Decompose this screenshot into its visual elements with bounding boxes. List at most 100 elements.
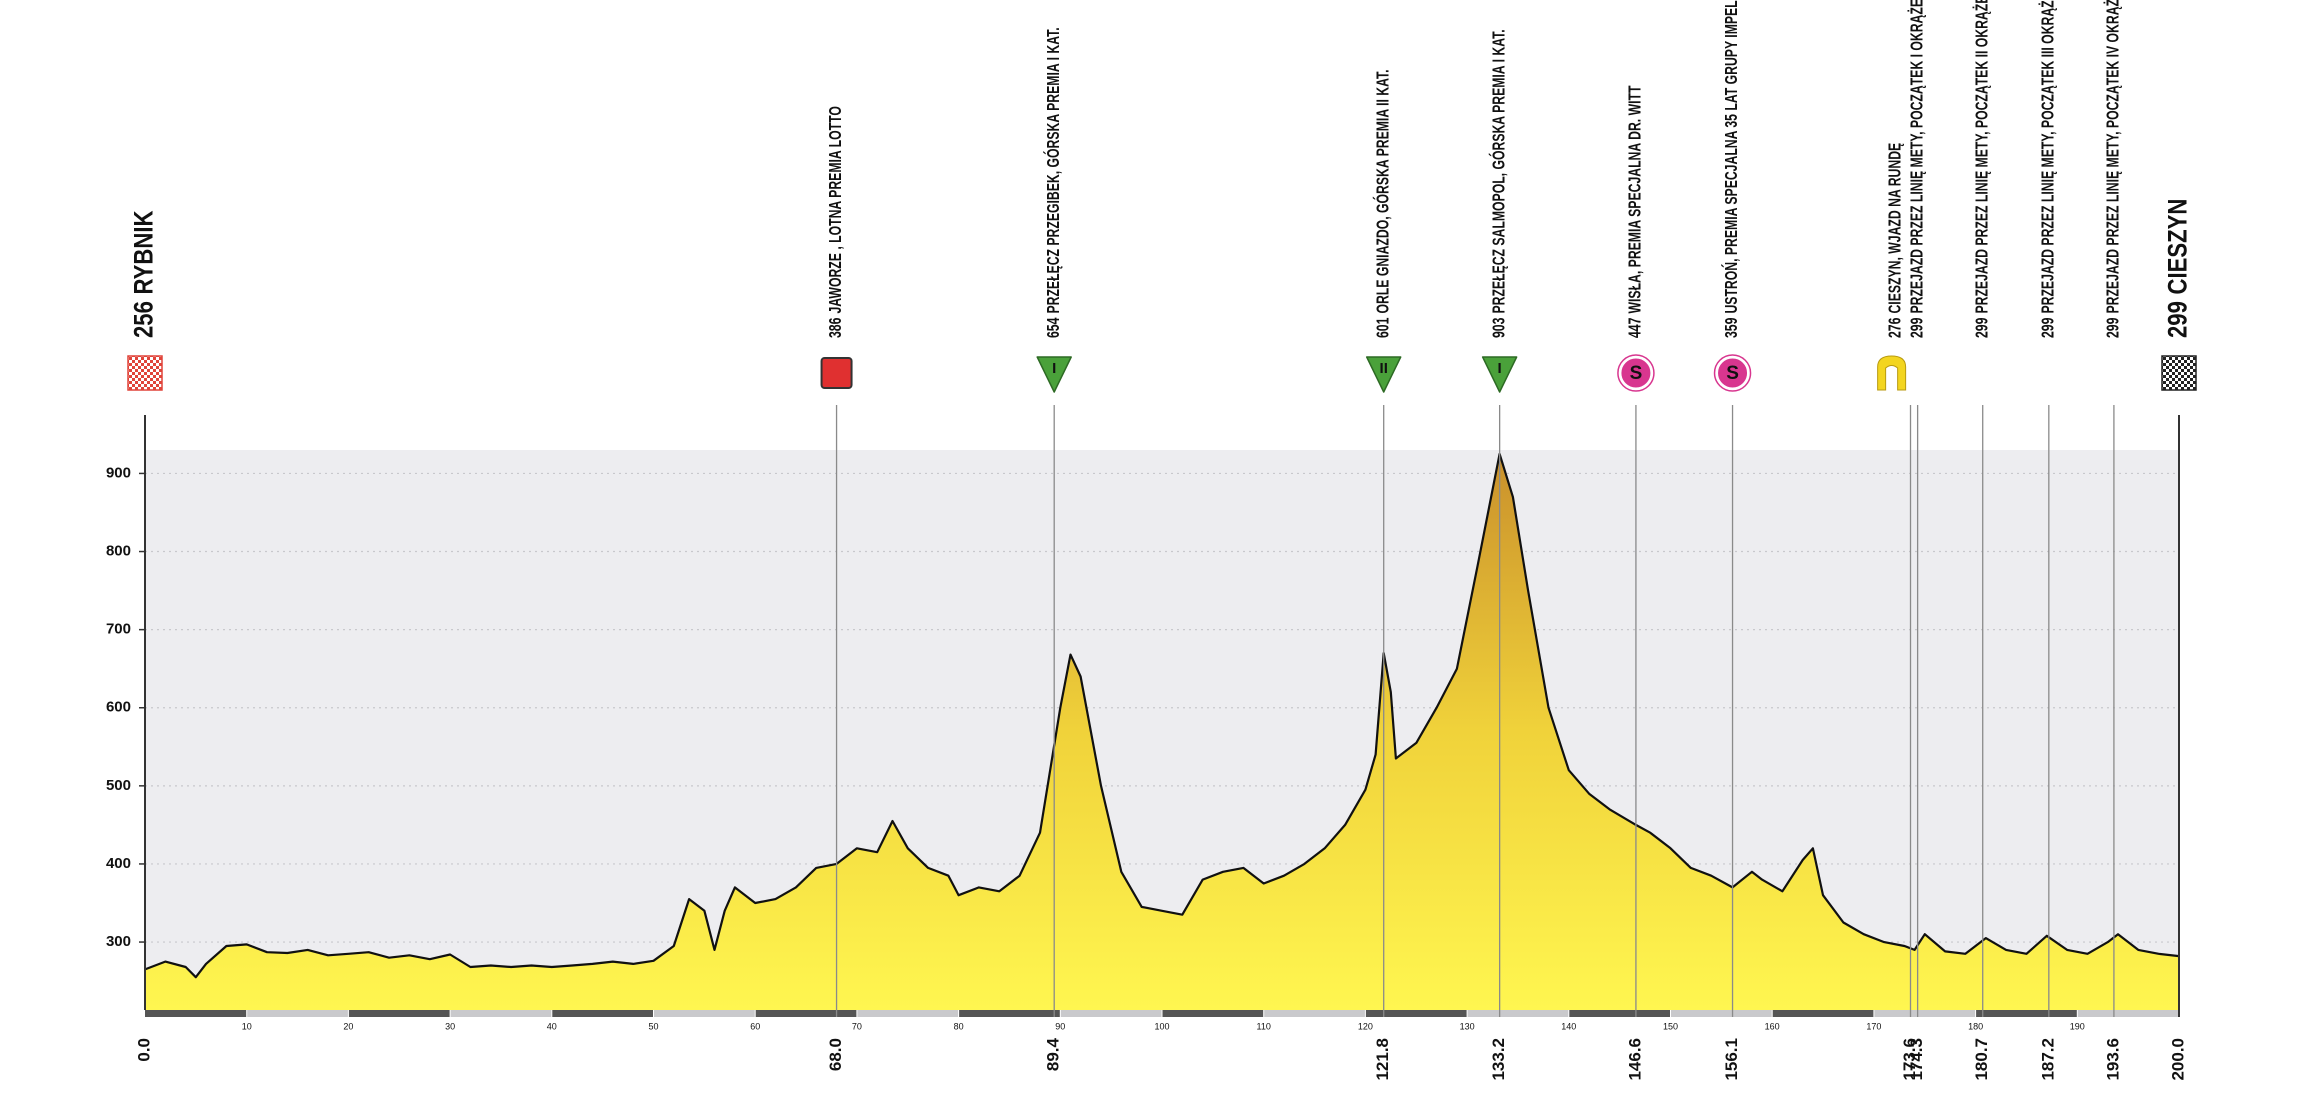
waypoint-name: PRZEŁĘCZ PRZEGIBEK, GÓRSKA PREMIA I KAT. [1043,27,1064,313]
icon-sprint [820,357,853,389]
waypoint-name: PRZEŁĘCZ SALMOPOL, GÓRSKA PREMIA I KAT. [1488,29,1509,313]
icon-climb [1481,356,1518,393]
waypoint-name: PRZEJAZD PRZEZ LINIĘ METY, POCZĄTEK I OK… [1907,0,1927,314]
waypoint-km: 180.7 [1972,1038,1991,1081]
x-tick-label: 180 [1968,1021,1983,1031]
elevation-line [144,452,2180,979]
icon-special [1618,355,1654,391]
y-tick-label: 900 [106,464,131,481]
x-tick-label: 160 [1765,1021,1780,1031]
waypoint-name: USTROŃ, PREMIA SPECJALNA 35 LAT GRUPY IM… [1722,0,1742,313]
waypoint-label: 256 RYBNIK [129,210,159,338]
waypoint-elevation: 256 [129,301,159,338]
x-tick-label: 80 [954,1021,964,1031]
km-bar [856,1010,959,1017]
waypoint-km: 133.2 [1489,1038,1508,1081]
km-bar [1568,1010,1671,1017]
waypoint-km: 89.4 [1044,1037,1063,1071]
km-bar [246,1010,349,1017]
km-bar [755,1010,857,1017]
y-tick-label: 600 [106,699,131,716]
icon-climb [1036,356,1072,393]
waypoint-elevation: 601 [1373,317,1393,338]
waypoint-label: 903 PRZEŁĘCZ SALMOPOL, GÓRSKA PREMIA I KA… [1488,29,1509,338]
waypoint-name: ORLE GNIAZDO, GÓRSKA PREMIA II KAT. [1372,69,1393,313]
waypoint-km: 121.8 [1373,1038,1392,1081]
y-tick-label: 500 [106,777,131,794]
waypoint-km: 173.6 [1900,1038,1919,1081]
waypoint-km: 200.0 [2168,1038,2187,1081]
x-tick-label: 20 [343,1021,353,1031]
km-bar [1162,1010,1264,1017]
y-tick-label: 300 [106,933,131,950]
km-bar [145,1010,247,1017]
waypoint-elevation: 299 [2163,301,2193,338]
waypoint-elevation: 299 [2038,318,2058,338]
waypoint-label: 299 PRZEJAZD PRZEZ LINIĘ METY, POCZĄTEK I… [1907,0,1927,338]
waypoint-label: 299 PRZEJAZD PRZEZ LINIĘ METY, POCZĄTEK I… [2038,0,2058,338]
waypoint-label: 386 JAWORZE , LOTNA PREMIA LOTTO [826,106,846,338]
waypoint-elevation: 299 [1972,318,1992,338]
waypoint-elevation: 299 [2103,318,2123,338]
icon-special [1715,355,1751,391]
x-tick-label: 30 [445,1021,455,1031]
x-tick-label: 170 [1866,1021,1881,1031]
waypoint-name: JAWORZE , LOTNA PREMIA LOTTO [826,106,846,313]
waypoint-name: RYBNIK [129,210,159,294]
waypoint-name: PRZEJAZD PRZEZ LINIĘ METY, POCZĄTEK IV O… [2103,0,2123,314]
waypoint-label: 601 ORLE GNIAZDO, GÓRSKA PREMIA II KAT. [1372,69,1393,338]
x-tick-label: 10 [242,1021,252,1031]
waypoint-elevation: 386 [826,318,846,338]
km-bar [1467,1010,1569,1017]
km-bar [551,1010,654,1017]
icon-start [127,355,163,391]
km-bar [1772,1010,1874,1017]
waypoint-km: 174.3 [1907,1038,1926,1081]
elevation-area [145,453,2179,1010]
km-bar [450,1010,552,1017]
x-tick-label: 100 [1154,1021,1169,1031]
waypoint-label: 299 CIESZYN [2163,199,2193,338]
waypoint-km: 187.2 [2038,1038,2057,1081]
km-bar [1365,1010,1468,1017]
x-tick-label: 60 [750,1021,760,1031]
km-bar [1060,1010,1162,1017]
waypoint-name: WISŁA, PREMIA SPECJALNA DR. WITT [1625,85,1645,313]
x-tick-label: 190 [2070,1021,2085,1031]
icon-special-label: S [1630,363,1643,384]
waypoint-km: 146.6 [1625,1038,1644,1081]
km-bar [2077,1010,2179,1017]
y-tick-label: 700 [106,621,131,638]
waypoint-label: 447 WISŁA, PREMIA SPECJALNA DR. WITT [1625,85,1645,338]
x-tick-label: 120 [1358,1021,1373,1031]
icon-finish [2161,355,2197,391]
icon-climb-label: I [1498,360,1502,377]
icon-climb-label: I [1052,360,1056,377]
x-tick-label: 150 [1663,1021,1678,1031]
waypoint-elevation: 299 [1907,318,1927,338]
x-tick-label: 70 [852,1021,862,1031]
x-tick-label: 140 [1561,1021,1576,1031]
waypoint-label: 654 PRZEŁĘCZ PRZEGIBEK, GÓRSKA PREMIA I K… [1043,27,1064,338]
x-tick-label: 90 [1055,1021,1065,1031]
waypoint-elevation: 276 [1885,318,1905,338]
icon-loop [1877,355,1907,391]
waypoint-elevation: 359 [1722,318,1742,338]
icon-climb-label: II [1380,360,1388,377]
waypoint-km: 0.0 [134,1038,153,1062]
waypoint-elevation: 447 [1625,318,1645,338]
waypoint-name: PRZEJAZD PRZEZ LINIĘ METY, POCZĄTEK II O… [1972,0,1992,314]
waypoint-label: 299 PRZEJAZD PRZEZ LINIĘ METY, POCZĄTEK I… [2103,0,2123,338]
km-bar [1263,1010,1366,1017]
waypoint-label: 359 USTROŃ, PREMIA SPECJALNA 35 LAT GRUPY… [1722,0,1742,338]
x-tick-label: 130 [1460,1021,1475,1031]
y-tick-label: 400 [106,855,131,872]
icon-special-ring [1713,354,1752,392]
km-bar [653,1010,756,1017]
waypoint-name: PRZEJAZD PRZEZ LINIĘ METY, POCZĄTEK III … [2038,0,2058,314]
x-tick-label: 40 [547,1021,557,1031]
y-tick-label: 800 [106,543,131,560]
icon-special-label: S [1726,363,1739,384]
km-bar [958,1010,1061,1017]
